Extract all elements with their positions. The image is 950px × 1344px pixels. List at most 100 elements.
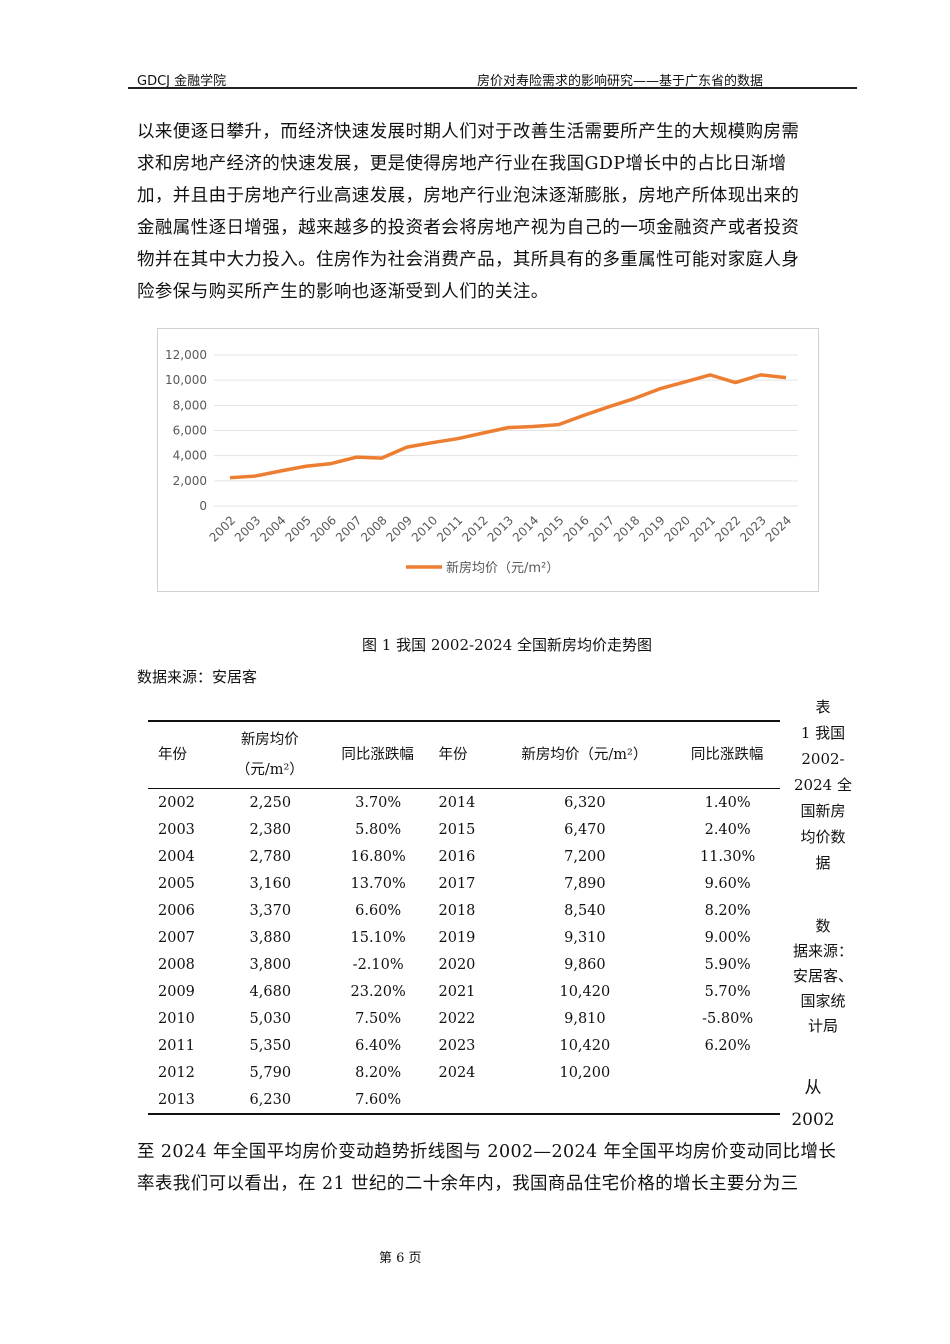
text-line: 物并在其中大力投入。住房作为社会消费产品，其所具有的多重属性可能对家庭人身	[137, 250, 800, 270]
table-cell: 6,470	[564, 821, 606, 838]
text-line: 金融属性逐日增强，越来越多的投资者会将房地产视为自己的一项金融资产或者投资	[137, 218, 800, 238]
text-line: 安居客、	[792, 967, 853, 985]
x-tick-label: 2011	[434, 513, 465, 544]
text-line: 数	[815, 917, 831, 935]
table-cell: 2,250	[249, 794, 292, 811]
table-cell: 2011	[158, 1037, 195, 1054]
x-tick-label: 2022	[712, 513, 743, 544]
x-tick-label: 2003	[232, 513, 263, 544]
x-tick-label: 2018	[611, 513, 642, 544]
table-caption: 表 1 我国 2002- 2024 全国新房 均价数据	[792, 694, 854, 876]
table-cell: 8,540	[564, 902, 606, 919]
x-tick-label: 2006	[308, 513, 339, 544]
x-tick-label: 2024	[763, 513, 794, 544]
table-row: 2007 3,880 15.10% 2019 9,310 9.00%	[148, 924, 780, 951]
text-line: 计局	[807, 1017, 838, 1035]
x-tick-label: 2005	[282, 513, 313, 544]
column-header: 年份	[158, 747, 187, 763]
text-line: 据	[815, 854, 831, 872]
text-line: 2002-	[801, 750, 845, 768]
table-cell: 23.20%	[350, 983, 406, 1000]
text-line: 至 2024 年全国平均房价变动趋势折线图与 2002—2024 年全国平均房价…	[137, 1142, 837, 1162]
table-row: 2005 3,160 13.70% 2017 7,890 9.60%	[148, 870, 780, 897]
column-header: 同比涨跌幅	[341, 747, 414, 763]
x-tick-label: 2010	[409, 513, 440, 544]
table-cell: 10,420	[559, 983, 611, 1000]
header-left: GDCJ 金融学院	[137, 74, 227, 89]
table-cell: 10,420	[559, 1037, 611, 1054]
table-cell: 2023	[438, 1037, 476, 1054]
table-cell: 2017	[438, 875, 476, 892]
text-line: 1 我国	[800, 724, 846, 742]
table-cell	[675, 1086, 780, 1114]
chart-frame: 0 2,000 4,000 6,000 8,000 10,000 12,000 2002 200…	[157, 328, 819, 592]
page-footer: 第 6 页	[379, 1251, 422, 1266]
table-cell: 6.40%	[355, 1037, 402, 1054]
table-cell: 9.00%	[704, 929, 751, 946]
table-row: 2010 5,030 7.50% 2022 9,810 -5.80%	[148, 1005, 780, 1032]
y-tick-label: 0	[199, 499, 207, 513]
table-cell: 5,790	[249, 1064, 292, 1081]
table-row: 2011 5,350 6.40% 2023 10,420 6.20%	[148, 1032, 780, 1059]
table-cell	[431, 1086, 495, 1114]
table-cell: 5,030	[249, 1010, 292, 1027]
column-header: 新房均价（元/m²）	[521, 747, 648, 763]
table-cell: 2021	[438, 983, 476, 1000]
table-cell: 2018	[438, 902, 476, 919]
line-chart: 02,0004,0006,0008,00010,00012,0002002200…	[165, 348, 798, 576]
table-cell: 2022	[438, 1010, 476, 1027]
table-cell: 2016	[438, 848, 476, 865]
table-cell: 8.20%	[355, 1064, 402, 1081]
table-cell	[494, 1086, 675, 1114]
table-cell: 13.70%	[350, 875, 406, 892]
text-line: 求和房地产经济的快速发展，更是使得房地产行业在我国GDP增长中的占比日渐增	[137, 154, 787, 174]
table-cell: 7,200	[564, 848, 606, 865]
table-cell: 2,380	[249, 821, 292, 838]
table-cell: 4,680	[249, 983, 292, 1000]
table-cell: 6.60%	[355, 902, 402, 919]
table-cell: 2013	[158, 1091, 195, 1108]
table-row: 2008 3,800 -2.10% 2020 9,860 5.90%	[148, 951, 780, 978]
text-line: 据来源：	[792, 942, 853, 960]
table-cell: 3,880	[249, 929, 292, 946]
table-cell: 9,310	[564, 929, 606, 946]
x-tick-label: 2008	[358, 513, 389, 544]
text-line: 表	[815, 698, 831, 716]
table-cell: 6,230	[249, 1091, 292, 1108]
series-line	[229, 373, 787, 480]
text-line: 率表我们可以看出，在 21 世纪的二十余年内，我国商品住宅价格的增长主要分为三	[137, 1174, 799, 1194]
table-cell: 9.60%	[704, 875, 751, 892]
table-row: 2003 2,380 5.80% 2015 6,470 2.40%	[148, 816, 780, 843]
table-cell: 10,200	[559, 1064, 611, 1081]
table-row: 2012 5,790 8.20% 2024 10,200	[148, 1059, 780, 1086]
table-cell: 2005	[158, 875, 195, 892]
table-cell: 2,780	[249, 848, 292, 865]
column-header: 新房均价（元/m²）	[235, 732, 304, 778]
table-row: 2013 6,230 7.60%	[148, 1086, 780, 1114]
table-cell: 2.40%	[704, 821, 751, 838]
x-tick-label: 2019	[636, 513, 667, 544]
table-cell: 2015	[438, 821, 476, 838]
text-line: 均价数	[800, 828, 846, 846]
y-tick-label: 2,000	[173, 474, 207, 488]
x-tick-label: 2017	[586, 513, 617, 544]
text-line: 以来便逐日攀升，而经济快速发展时期人们对于改善生活需要所产生的大规模购房需	[137, 122, 800, 142]
y-tick-label: 4,000	[173, 449, 207, 463]
y-tick-label: 8,000	[173, 398, 207, 412]
table-cell: 2019	[438, 929, 476, 946]
x-tick-label: 2004	[257, 513, 288, 544]
x-tick-label: 2002	[207, 513, 238, 544]
table-cell: 3.70%	[355, 794, 402, 811]
table-cell: 2024	[438, 1064, 476, 1081]
table-cell: 2006	[158, 902, 195, 919]
table-header-row: 年份 新房均价（元/m²） 同比涨跌幅 年份 新房均价（元/m²） 同比涨跌幅	[148, 721, 780, 789]
text-line: 险参保与购买所产生的影响也逐渐受到人们的关注。	[137, 282, 549, 302]
table-cell: 2008	[158, 956, 195, 973]
table-cell: 2014	[438, 794, 476, 811]
table-cell: 6.20%	[704, 1037, 751, 1054]
x-tick-label: 2016	[560, 513, 591, 544]
table-cell: 1.40%	[704, 794, 751, 811]
side-paragraph: 从 2002	[788, 1072, 838, 1136]
table-row: 2002 2,250 3.70% 2014 6,320 1.40%	[148, 789, 780, 817]
